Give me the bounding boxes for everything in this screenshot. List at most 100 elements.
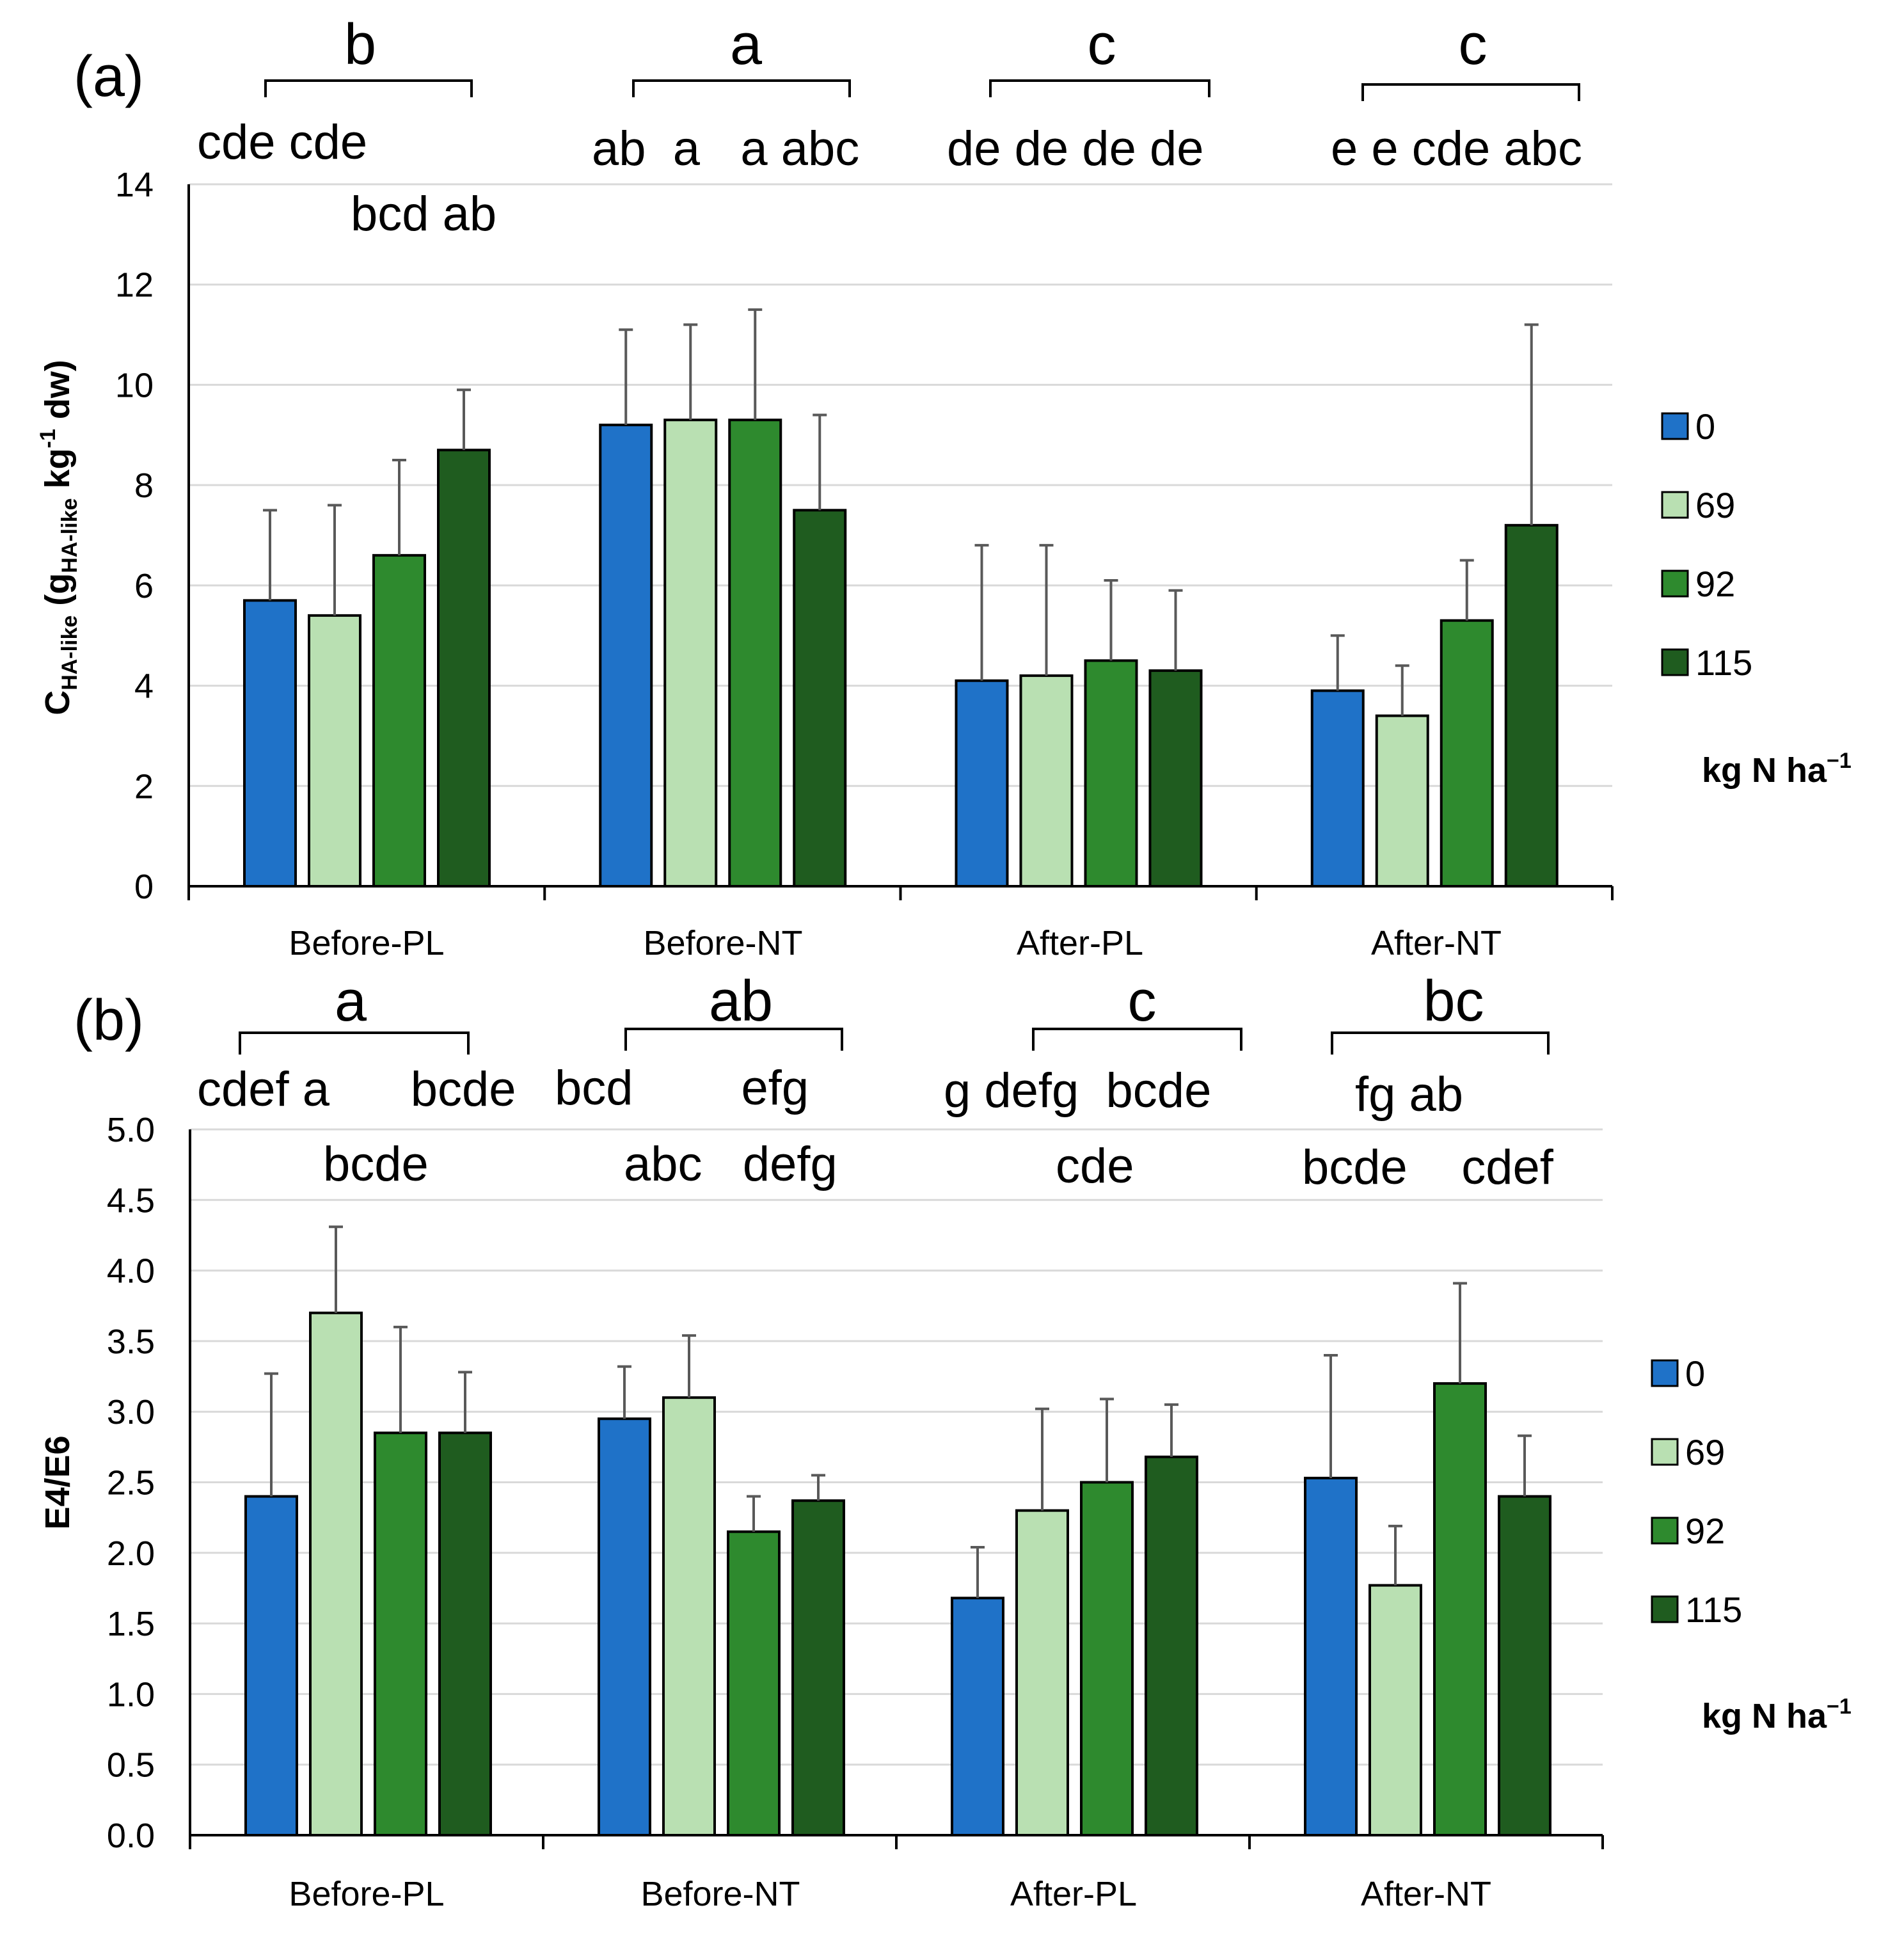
bar-After-PL-69 <box>1019 674 1074 888</box>
panel-b-error-bars <box>264 1225 1532 1598</box>
panel-a-error-bars <box>263 308 1539 716</box>
y-tick-label: 2.0 <box>107 1534 155 1573</box>
panel-a-group-letter: c <box>1459 13 1488 77</box>
panel-a-x-ticks <box>187 886 1614 900</box>
panel-b-y-axis-label: E4/E6 <box>38 1435 77 1529</box>
panel-b-group-letter: c <box>1128 969 1157 1033</box>
panel-b-bar-letters: bcde cdef <box>1302 1140 1554 1195</box>
bar-Before-NT-0 <box>599 424 653 888</box>
panel-b-bar-letters: bcd efg <box>555 1061 809 1115</box>
legend-label: 0 <box>1695 406 1715 447</box>
panel-b-category-label: After-PL <box>1010 1875 1137 1913</box>
legend-label: 115 <box>1685 1589 1742 1630</box>
panel-b-bar-letters: g defg bcde <box>944 1063 1211 1118</box>
bar-Before-NT-69 <box>662 1396 716 1836</box>
bar-After-NT-115 <box>1504 523 1559 888</box>
panel-b-bar-letters: abc defg <box>624 1137 837 1191</box>
bar-After-PL-115 <box>1148 669 1203 888</box>
bar-After-NT-69 <box>1375 714 1429 888</box>
panel-a-legend-title: kg N ha−1 <box>1702 749 1852 790</box>
y-tick-label: 4.0 <box>107 1252 155 1291</box>
y-tick-label: 1.0 <box>107 1675 155 1714</box>
legend-swatch <box>1661 569 1689 598</box>
panel-b: (b) 0.0 0.5 1.0 1.5 2.0 2.5 3.0 3.5 4.0 4.5 5.0 Be… <box>38 969 1852 1913</box>
panel-b-category-label: After-NT <box>1361 1875 1491 1913</box>
bar-After-NT-0 <box>1304 1476 1358 1837</box>
panel-a-bar-letters: de de de de <box>947 122 1204 176</box>
panel-b-x-ticks <box>189 1835 1604 1849</box>
legend-label: 69 <box>1685 1432 1725 1472</box>
y-tick-label: 2.5 <box>107 1464 155 1502</box>
panel-b-category-label: Before-NT <box>640 1875 800 1913</box>
panel-a-bars <box>243 418 1559 888</box>
bar-After-NT-92 <box>1433 1382 1487 1837</box>
panel-a-legend: 0 69 92 115 <box>1661 406 1752 683</box>
panel-a-group-letter: c <box>1088 13 1116 77</box>
panel-a-category-label: After-PL <box>1017 924 1143 962</box>
panel-a-label: (a) <box>74 45 144 109</box>
bar-Before-PL-69 <box>309 1311 363 1836</box>
panel-b-group-letter: bc <box>1423 969 1484 1033</box>
bar-Before-PL-0 <box>243 599 297 888</box>
y-tick-label: 12 <box>115 266 154 305</box>
bar-Before-PL-92 <box>374 1431 427 1837</box>
bar-After-PL-69 <box>1015 1509 1069 1837</box>
panel-a-bar-letters: ab a a abc <box>592 122 859 176</box>
legend-label: 69 <box>1695 485 1735 525</box>
panel-a-bracket <box>1361 83 1580 101</box>
panel-a-group-letter: a <box>730 13 763 77</box>
panel-a-bracket <box>632 79 851 97</box>
panel-b-gridlines <box>190 1128 1603 1766</box>
legend-label: 92 <box>1695 564 1735 604</box>
legend-swatch <box>1651 1517 1679 1545</box>
bar-Before-NT-115 <box>793 509 847 888</box>
panel-a-bar-letters: cde cde <box>197 115 367 170</box>
legend-swatch <box>1661 648 1689 676</box>
bar-Before-NT-92 <box>728 418 782 888</box>
legend-swatch <box>1651 1359 1679 1387</box>
y-tick-label: 6 <box>134 567 154 605</box>
legend-swatch <box>1651 1438 1679 1466</box>
panel-b-bars <box>244 1311 1551 1837</box>
y-tick-label: 8 <box>134 466 154 505</box>
bar-After-NT-115 <box>1498 1495 1551 1837</box>
bar-Before-PL-115 <box>438 1431 492 1837</box>
legend-swatch <box>1661 491 1689 519</box>
legend-label: 115 <box>1695 642 1752 683</box>
y-tick-label: 3.5 <box>107 1323 155 1361</box>
y-tick-label: 2 <box>134 767 154 806</box>
bar-After-NT-92 <box>1440 619 1494 888</box>
panel-b-legend: 0 69 92 115 <box>1651 1353 1742 1630</box>
panel-b-bar-letters: fg ab <box>1355 1067 1463 1122</box>
legend-swatch <box>1651 1595 1679 1623</box>
y-tick-label: 0.5 <box>107 1746 155 1785</box>
legend-swatch <box>1661 412 1689 440</box>
panel-a-category-label: After-NT <box>1371 924 1502 962</box>
panel-b-category-label: Before-PL <box>289 1875 444 1913</box>
panel-b-bar-letters: cde <box>1056 1139 1134 1193</box>
y-tick-label: 4.5 <box>107 1181 155 1220</box>
panel-b-bracket <box>1331 1031 1550 1055</box>
panel-a-bar-letters: e e cde abc <box>1331 122 1582 176</box>
legend-label: 0 <box>1685 1353 1705 1394</box>
panel-a: (a) 0 2 4 6 8 10 12 14 Before-PL Before-NT Afte… <box>36 13 1852 962</box>
panel-a-bar-letters: bcd ab <box>351 187 496 241</box>
panel-b-group-letter: a <box>335 969 367 1033</box>
y-tick-label: 5.0 <box>107 1111 155 1149</box>
bar-Before-NT-115 <box>791 1499 845 1836</box>
panel-b-label: (b) <box>74 989 144 1053</box>
y-tick-label: 3.0 <box>107 1393 155 1431</box>
bar-After-NT-0 <box>1310 689 1365 888</box>
panel-b-group-letter: ab <box>709 969 773 1033</box>
bar-Before-PL-0 <box>244 1495 298 1837</box>
y-tick-label: 0.0 <box>107 1817 155 1855</box>
bar-After-PL-0 <box>951 1597 1004 1837</box>
y-tick-label: 4 <box>134 667 154 706</box>
bar-Before-PL-92 <box>372 553 426 888</box>
panel-a-bracket <box>264 79 473 97</box>
bar-Before-NT-69 <box>663 418 718 888</box>
panel-b-bar-letters: bcde <box>323 1137 429 1191</box>
panel-b-bracket <box>1032 1028 1242 1051</box>
bar-After-PL-92 <box>1084 659 1138 888</box>
